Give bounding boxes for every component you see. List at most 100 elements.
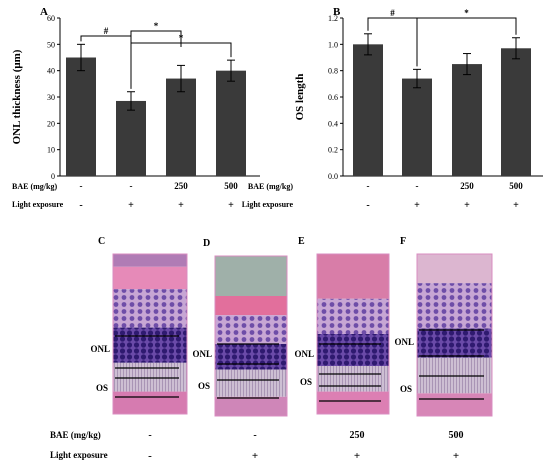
bar xyxy=(402,78,432,176)
light-sign-bottom: - xyxy=(148,450,152,462)
panel-b-letter: B xyxy=(333,6,341,18)
micrograph-frame xyxy=(416,253,493,417)
tissue-layer xyxy=(417,254,492,284)
bae-label-a: BAE (mg/kg) xyxy=(12,182,57,191)
onl-label: ONL xyxy=(90,344,110,354)
micrograph-f: F ONL OS xyxy=(394,236,493,417)
significance-bracket xyxy=(416,17,517,67)
bae-dose: - xyxy=(80,181,83,191)
light-label-b: Light exposure xyxy=(242,200,294,209)
panel-letter-d: D xyxy=(203,238,210,249)
light-sign-bottom: + xyxy=(453,450,459,462)
tissue-layer xyxy=(417,283,492,329)
y-tick-label: 40 xyxy=(47,67,55,76)
os-label: OS xyxy=(198,381,210,391)
tissue-layer xyxy=(215,296,287,316)
bar xyxy=(216,70,246,176)
y-tick-label: 50 xyxy=(47,40,55,49)
tissue-layer xyxy=(215,344,287,370)
bae-dose-bottom: 250 xyxy=(350,430,365,441)
micrograph-frame xyxy=(214,255,288,417)
y-tick-label: 10 xyxy=(47,146,55,155)
tissue-layer xyxy=(317,391,389,414)
light-sign: + xyxy=(414,200,420,211)
panel-a-ylabel: ONL thickness (μm) xyxy=(11,49,23,144)
y-tick-label: 60 xyxy=(47,14,55,23)
bae-dose: - xyxy=(367,181,370,191)
bae-dose-bottom: - xyxy=(253,430,256,441)
tissue-layer xyxy=(215,315,287,344)
tissue-layer xyxy=(417,393,492,416)
bae-dose: 500 xyxy=(509,181,523,191)
bae-dose: - xyxy=(416,181,419,191)
micrograph-frame xyxy=(112,253,188,415)
tissue-layer xyxy=(317,254,389,299)
tissue-layer xyxy=(113,327,187,363)
treatment-rows-micrographs: BAE (mg/kg) Light exposure - - - +250 +500 + xyxy=(50,430,464,462)
bae-label-bottom: BAE (mg/kg) xyxy=(50,430,101,440)
light-sign: + xyxy=(464,200,470,211)
bar xyxy=(166,78,196,176)
bae-dose-bottom: 500 xyxy=(449,430,464,441)
os-label: OS xyxy=(96,383,108,393)
bar xyxy=(66,57,96,176)
bae-dose: 250 xyxy=(460,181,474,191)
significance-label: # xyxy=(390,8,395,18)
bae-dose: - xyxy=(130,181,133,191)
bar xyxy=(501,48,531,176)
os-label: OS xyxy=(400,384,412,394)
significance-label: # xyxy=(104,26,109,36)
light-sign-bottom: + xyxy=(252,450,258,462)
panel-letter-f: F xyxy=(400,236,406,247)
micrograph-d: D ONL OS xyxy=(192,238,288,417)
light-sign: - xyxy=(366,200,369,211)
tissue-layer xyxy=(113,254,187,267)
tissue-layer xyxy=(113,391,187,414)
light-sign: + xyxy=(178,200,184,211)
y-tick-label: 1.0 xyxy=(328,40,338,49)
significance-label: * xyxy=(464,8,469,18)
micrograph-panels: C ONL OS D ONL OS E ONL OS F ONL OS xyxy=(90,236,493,417)
y-tick-label: 0.8 xyxy=(328,67,338,76)
light-label-a: Light exposure xyxy=(12,200,64,209)
onl-label: ONL xyxy=(192,349,212,359)
significance-bracket xyxy=(80,35,132,58)
tissue-layer xyxy=(113,362,187,392)
y-tick-label: 0.0 xyxy=(328,172,338,181)
bae-dose-bottom: - xyxy=(148,430,151,441)
y-tick-label: 0.2 xyxy=(328,146,338,155)
y-tick-label: 0 xyxy=(51,172,55,181)
bar xyxy=(116,100,146,176)
micrograph-c: C ONL OS xyxy=(90,236,188,415)
tissue-layer xyxy=(113,289,187,328)
y-tick-label: 0.4 xyxy=(328,119,338,128)
onl-label: ONL xyxy=(294,349,314,359)
y-tick-label: 20 xyxy=(47,119,55,128)
tissue-layer xyxy=(417,328,492,358)
light-sign: + xyxy=(228,200,234,211)
tissue-layer xyxy=(317,366,389,392)
panel-a-letter: A xyxy=(40,6,48,18)
os-label: OS xyxy=(300,377,312,387)
tissue-layer xyxy=(215,369,287,397)
bar xyxy=(353,44,383,177)
significance-bracket xyxy=(367,17,418,38)
bae-label-b: BAE (mg/kg) xyxy=(248,182,293,191)
tissue-layer xyxy=(215,256,287,296)
onl-label: ONL xyxy=(394,337,414,347)
onl-thickness-chart: A ONL thickness (μm) 0 10 20 30 40 50 60 # * * xyxy=(11,6,260,181)
panel-letter-c: C xyxy=(98,236,105,247)
light-sign: - xyxy=(79,200,82,211)
micrograph-frame xyxy=(316,253,390,415)
y-tick-label: 1.2 xyxy=(328,14,338,23)
panel-b-ylabel: OS length xyxy=(294,74,306,121)
light-sign: + xyxy=(128,200,134,211)
light-sign-bottom: + xyxy=(354,450,360,462)
micrograph-e: E ONL OS xyxy=(294,236,390,415)
significance-label: * xyxy=(179,33,184,43)
tissue-layer xyxy=(317,334,389,366)
significance-label: * xyxy=(154,21,159,31)
tissue-layer xyxy=(215,396,287,416)
panel-letter-e: E xyxy=(298,236,305,247)
